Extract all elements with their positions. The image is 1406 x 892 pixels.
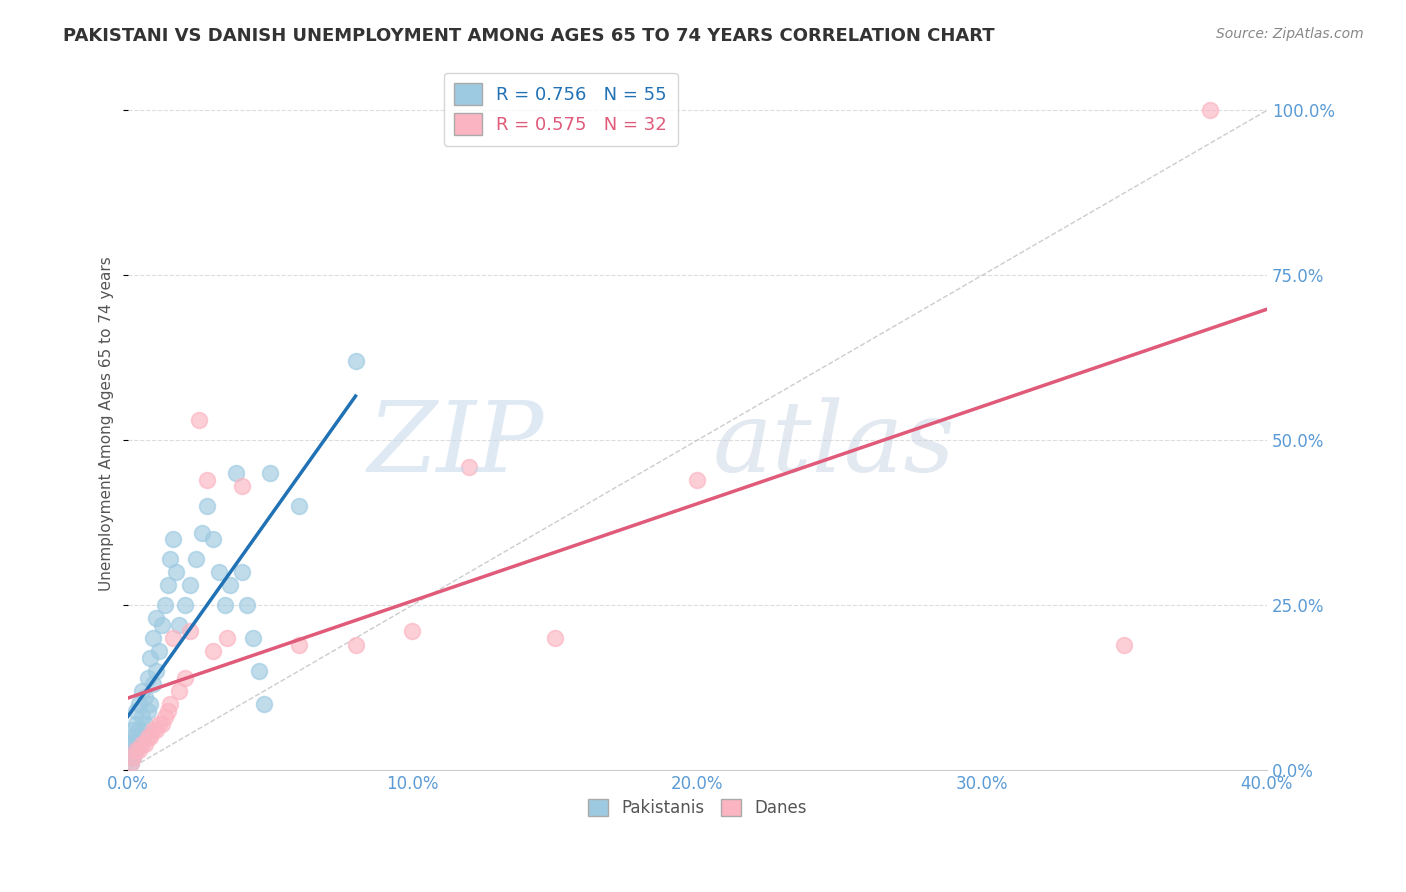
Point [202, 532, 225, 546]
Point [128, 743, 150, 757]
Point [148, 644, 170, 658]
Point [131, 730, 153, 744]
Point [122, 743, 145, 757]
Point [162, 631, 184, 645]
Point [197, 473, 219, 487]
Point [134, 716, 156, 731]
Point [120, 730, 142, 744]
Point [202, 644, 225, 658]
Point [458, 459, 481, 474]
Point [162, 532, 184, 546]
Point [214, 598, 236, 612]
Point [139, 697, 162, 711]
Point [134, 690, 156, 705]
Point [231, 479, 253, 493]
Point [156, 578, 179, 592]
Point [122, 749, 145, 764]
Text: atlas: atlas [713, 397, 955, 492]
Point [179, 624, 201, 639]
Point [131, 710, 153, 724]
Point [120, 749, 142, 764]
Point [125, 743, 148, 757]
Point [136, 730, 159, 744]
Point [139, 651, 162, 665]
Point [259, 466, 281, 480]
Point [173, 671, 195, 685]
Point [125, 704, 148, 718]
Point [242, 631, 264, 645]
Point [134, 737, 156, 751]
Point [120, 756, 142, 771]
Point [125, 743, 148, 757]
Point [167, 683, 190, 698]
Point [165, 565, 187, 579]
Point [173, 598, 195, 612]
Point [145, 723, 167, 738]
Point [287, 638, 309, 652]
Text: PAKISTANI VS DANISH UNEMPLOYMENT AMONG AGES 65 TO 74 YEARS CORRELATION CHART: PAKISTANI VS DANISH UNEMPLOYMENT AMONG A… [63, 27, 995, 45]
Point [190, 525, 212, 540]
Point [122, 723, 145, 738]
Point [231, 565, 253, 579]
Point [145, 664, 167, 678]
Point [159, 697, 181, 711]
Point [128, 697, 150, 711]
Point [1199, 103, 1222, 118]
Point [686, 473, 709, 487]
Point [145, 611, 167, 625]
Point [131, 737, 153, 751]
Text: ZIP: ZIP [367, 397, 544, 492]
Point [253, 697, 276, 711]
Legend: Pakistanis, Danes: Pakistanis, Danes [581, 792, 814, 824]
Point [125, 730, 148, 744]
Point [150, 618, 173, 632]
Point [401, 624, 423, 639]
Point [544, 631, 567, 645]
Point [1114, 638, 1136, 652]
Point [131, 683, 153, 698]
Point [287, 499, 309, 513]
Point [120, 743, 142, 757]
Point [128, 737, 150, 751]
Point [156, 704, 179, 718]
Point [128, 723, 150, 738]
Point [247, 664, 270, 678]
Point [120, 756, 142, 771]
Point [120, 737, 142, 751]
Point [225, 466, 247, 480]
Point [142, 631, 165, 645]
Point [344, 638, 367, 652]
Point [136, 704, 159, 718]
Point [187, 413, 209, 427]
Point [208, 565, 231, 579]
Point [139, 730, 162, 744]
Y-axis label: Unemployment Among Ages 65 to 74 years: Unemployment Among Ages 65 to 74 years [100, 256, 114, 591]
Point [153, 598, 176, 612]
Point [219, 578, 242, 592]
Point [150, 716, 173, 731]
Point [148, 716, 170, 731]
Point [122, 737, 145, 751]
Point [159, 552, 181, 566]
Point [125, 716, 148, 731]
Text: Source: ZipAtlas.com: Source: ZipAtlas.com [1216, 27, 1364, 41]
Point [142, 677, 165, 691]
Point [184, 552, 207, 566]
Point [136, 671, 159, 685]
Point [167, 618, 190, 632]
Point [122, 749, 145, 764]
Point [197, 499, 219, 513]
Point [153, 710, 176, 724]
Point [344, 354, 367, 368]
Point [179, 578, 201, 592]
Point [217, 631, 239, 645]
Point [142, 723, 165, 738]
Point [236, 598, 259, 612]
